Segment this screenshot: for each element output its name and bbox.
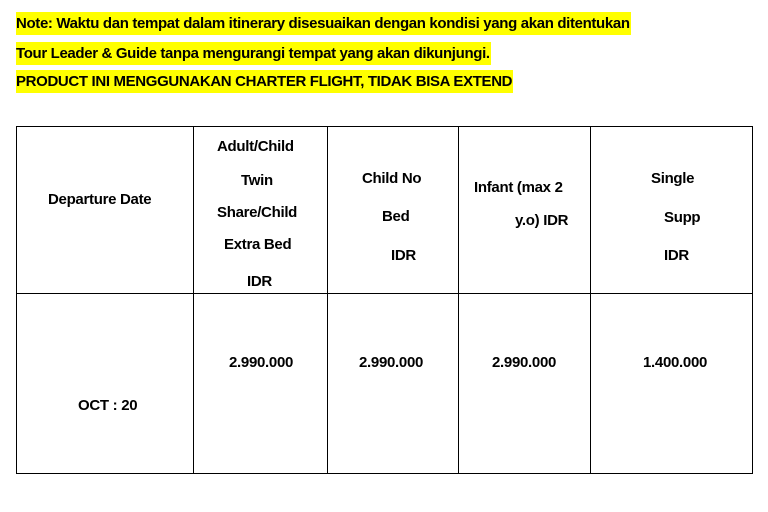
note-line-3: PRODUCT INI MENGGUNAKAN CHARTER FLIGHT, … xyxy=(16,70,514,93)
header-text: Adult/Child xyxy=(217,138,294,155)
cell-adult-twin: 2.990.000 xyxy=(193,293,328,474)
header-text: Bed xyxy=(382,208,410,225)
header-row: Departure Date Adult/Child Twin Share/Ch… xyxy=(16,126,753,294)
cell-text: 2.990.000 xyxy=(492,354,557,371)
cell-departure-date: OCT : 20 xyxy=(16,293,194,474)
header-text: Twin xyxy=(241,172,273,189)
header-text: Single xyxy=(651,170,695,187)
price-table: Departure Date Adult/Child Twin Share/Ch… xyxy=(16,126,753,474)
note-line-2: Tour Leader & Guide tanpa mengurangi tem… xyxy=(16,42,491,65)
header-text: IDR xyxy=(664,247,689,264)
header-adult-twin: Adult/Child Twin Share/Child Extra Bed I… xyxy=(193,126,328,294)
header-text: IDR xyxy=(391,247,416,264)
header-text: IDR xyxy=(247,273,272,290)
header-text: Share/Child xyxy=(217,204,298,221)
cell-single-supp: 1.400.000 xyxy=(590,293,753,474)
header-text: Child No xyxy=(362,170,422,187)
header-text: y.o) IDR xyxy=(515,212,569,229)
header-infant: Infant (max 2 y.o) IDR xyxy=(458,126,591,294)
cell-text: 2.990.000 xyxy=(229,354,294,371)
cell-text: 2.990.000 xyxy=(359,354,424,371)
header-text: Infant (max 2 xyxy=(474,179,563,196)
header-text: Extra Bed xyxy=(224,236,292,253)
header-text: Departure Date xyxy=(48,191,152,208)
cell-child-no-bed: 2.990.000 xyxy=(327,293,459,474)
header-departure-date: Departure Date xyxy=(16,126,194,294)
header-text: Supp xyxy=(664,209,701,226)
header-single-supp: Single Supp IDR xyxy=(590,126,753,294)
cell-text: OCT : 20 xyxy=(78,397,138,414)
cell-text: 1.400.000 xyxy=(643,354,708,371)
header-child-no-bed: Child No Bed IDR xyxy=(327,126,459,294)
note-line-1: Note: Waktu dan tempat dalam itinerary d… xyxy=(16,12,631,35)
cell-infant: 2.990.000 xyxy=(458,293,591,474)
table-row: OCT : 20 2.990.000 2.990.000 2.990.000 1… xyxy=(16,293,753,474)
